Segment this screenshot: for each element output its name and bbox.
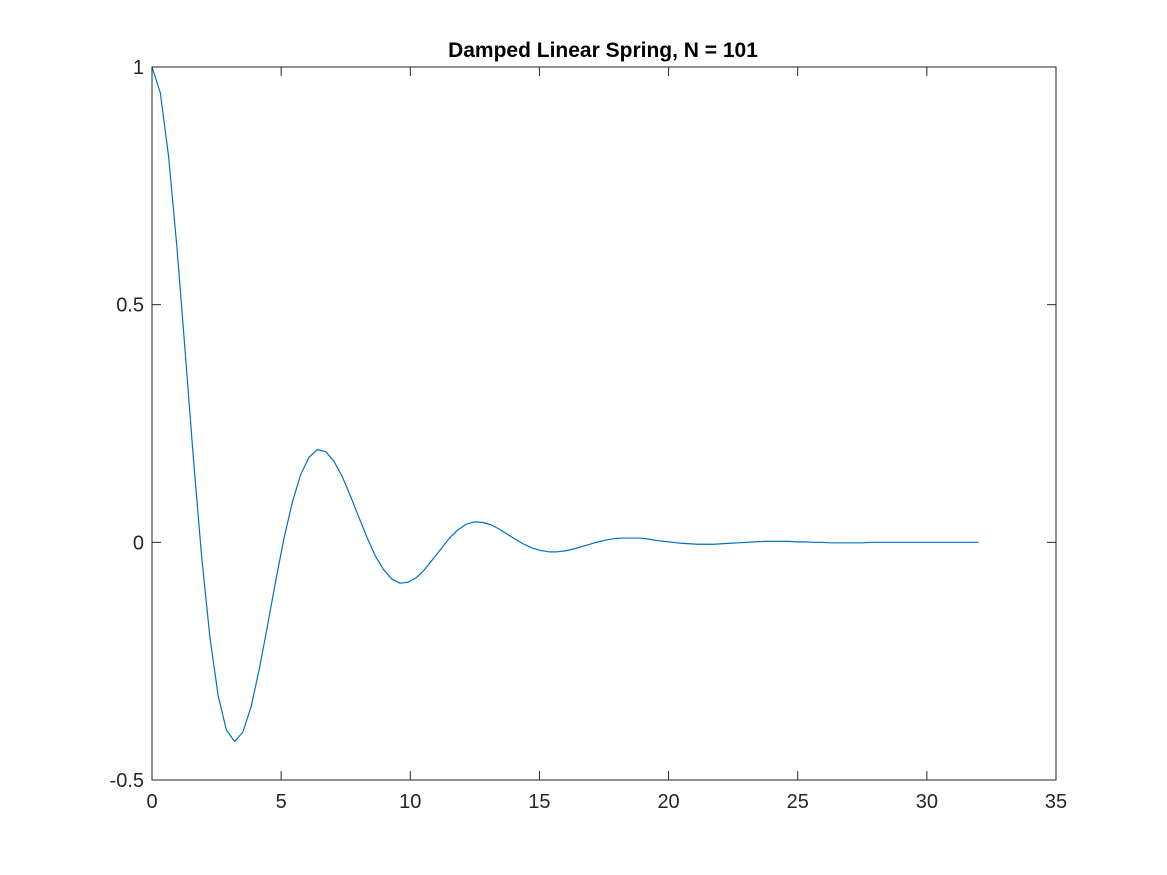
y-tick-label: 0.5: [116, 295, 144, 317]
x-tick-label: 35: [1045, 791, 1067, 813]
axes-box: [151, 66, 1057, 781]
y-tick-label: 0: [133, 532, 144, 554]
x-tick-label: 0: [146, 791, 157, 813]
x-tick-label: 10: [399, 791, 421, 813]
x-tick-label: 5: [276, 791, 287, 813]
x-tick-label: 15: [528, 791, 550, 813]
plot-area: [152, 67, 1056, 780]
series-layer: [151, 66, 979, 743]
y-tick-label: 1: [133, 57, 144, 79]
x-tick-label: 30: [916, 791, 938, 813]
x-tick-label: 20: [657, 791, 679, 813]
series-line-1: [151, 66, 979, 743]
chart-title: Damped Linear Spring, N = 101: [448, 39, 758, 62]
y-tick-label: -0.5: [110, 770, 144, 792]
x-tick-label: 25: [787, 791, 809, 813]
axes-layer: 0 5 10 15 20 25 30 35-0.500.51: [110, 57, 1068, 813]
